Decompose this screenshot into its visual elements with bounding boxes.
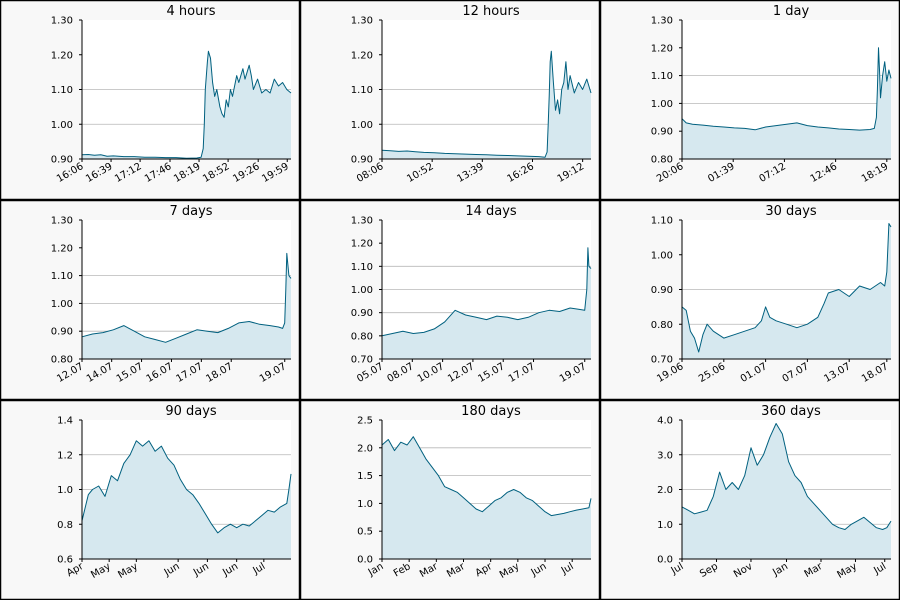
y-tick-label: 0.8 [57, 520, 73, 531]
y-tick-label: 1.30 [651, 16, 673, 27]
chart-title: 180 days [461, 404, 521, 419]
y-tick-label: 1.5 [357, 471, 373, 482]
y-tick-label: 0.6 [57, 555, 73, 566]
y-tick-label: 1.0 [657, 520, 673, 531]
y-tick-label: 1.30 [51, 16, 73, 27]
chart-title: 360 days [761, 404, 821, 419]
y-tick-label: 0.90 [51, 327, 73, 338]
series-area [682, 47, 891, 159]
y-tick-label: 0.80 [651, 155, 673, 166]
series-line [681, 47, 892, 131]
series-area [82, 253, 291, 359]
chart-panel: 30 days 0.70 0.80 0.90 1.00 1.10 19.06 25.06 01.… [600, 200, 900, 400]
y-tick-label: 1.00 [351, 120, 373, 131]
y-tick-label: 1.20 [51, 50, 73, 61]
y-tick-label: 0.5 [357, 527, 373, 538]
chart-title: 4 hours [167, 4, 216, 19]
y-tick-label: 3.0 [657, 450, 673, 461]
chart-svg: 4 hours0.901.001.101.201.3016:0616:3917:… [0, 0, 300, 200]
y-tick-label: 1.00 [51, 299, 73, 310]
series-area [82, 440, 291, 559]
y-tick-label: 1.20 [51, 243, 73, 254]
y-tick-label: 1.10 [51, 271, 73, 282]
y-tick-label: 1.00 [351, 285, 373, 296]
y-tick-label: 2.5 [357, 416, 373, 427]
series-area [682, 223, 891, 359]
series-line [681, 223, 892, 353]
y-tick-label: 0.80 [351, 331, 373, 342]
y-tick-label: 0.0 [357, 555, 373, 566]
chart-title: 30 days [765, 204, 817, 219]
y-tick-label: 1.20 [351, 239, 373, 250]
y-tick-label: 1.30 [351, 216, 373, 227]
series-line [81, 50, 292, 159]
y-tick-label: 1.10 [351, 262, 373, 273]
y-tick-label: 1.30 [51, 216, 73, 227]
y-tick-label: 4.0 [657, 416, 673, 427]
y-tick-label: 1.10 [51, 85, 73, 96]
series-area [382, 247, 591, 359]
y-tick-label: 1.00 [51, 120, 73, 131]
y-tick-label: 1.0 [57, 485, 73, 496]
y-tick-label: 2.0 [657, 485, 673, 496]
y-tick-label: 1.20 [351, 50, 373, 61]
chart-title: 12 hours [462, 4, 519, 19]
y-tick-label: 1.10 [651, 216, 673, 227]
y-tick-label: 0.80 [51, 355, 73, 366]
y-tick-label: 1.2 [57, 450, 73, 461]
y-tick-label: 1.00 [651, 250, 673, 261]
chart-title: 7 days [169, 204, 212, 219]
chart-panel: 90 days 0.6 0.8 1.0 1.2 1.4 Apr May May Jun Jun Jun… [0, 400, 300, 600]
chart-panel: 12 hours 0.90 1.00 1.10 1.20 1.30 08:06 10:52 13… [300, 0, 600, 200]
chart-panel: 4 hours 0.90 1.00 1.10 1.20 1.30 16:06 16:39 17:… [0, 0, 300, 200]
series-line [381, 50, 592, 158]
series-line [681, 423, 892, 530]
y-tick-label: 0.90 [651, 127, 673, 138]
y-tick-label: 1.30 [351, 16, 373, 27]
y-tick-label: 0.90 [351, 308, 373, 319]
chart-panel: 360 days 0.0 1.0 2.0 3.0 4.0 Jul Sep Nov Jan Mar Ma… [600, 400, 900, 600]
series-line [381, 436, 592, 517]
y-tick-label: 0.70 [651, 355, 673, 366]
y-tick-label: 0.80 [651, 320, 673, 331]
y-tick-label: 1.20 [651, 43, 673, 54]
series-line [81, 440, 292, 534]
series-line [81, 252, 292, 343]
y-tick-label: 1.4 [57, 416, 73, 427]
y-tick-label: 0.90 [351, 155, 373, 166]
y-tick-label: 2.0 [357, 443, 373, 454]
chart-svg: 14 days0.700.800.901.001.101.201.3005.07… [300, 200, 600, 400]
series-area [682, 423, 891, 559]
y-tick-label: 0.70 [351, 355, 373, 366]
chart-panel: 1 day 0.80 0.90 1.00 1.10 1.20 1.30 20:06 01:39 0… [600, 0, 900, 200]
y-tick-label: 0.90 [651, 285, 673, 296]
y-tick-label: 1.0 [357, 499, 373, 510]
chart-title: 1 day [773, 4, 810, 19]
series-area [382, 436, 591, 559]
chart-panel: 14 days 0.70 0.80 0.90 1.00 1.10 1.20 1.30 05.07… [300, 200, 600, 400]
series-line [381, 247, 592, 337]
y-tick-label: 1.00 [651, 99, 673, 110]
series-area [82, 51, 291, 159]
y-tick-label: 0.0 [657, 555, 673, 566]
chart-panel: 7 days 0.80 0.90 1.00 1.10 1.20 1.30 12.07 14.07… [0, 200, 300, 400]
chart-title: 90 days [165, 404, 217, 419]
y-tick-label: 1.10 [651, 71, 673, 82]
chart-panel: 180 days 0.0 0.5 1.0 1.5 2.0 2.5 Jan Feb Mar Mar Ap… [300, 400, 600, 600]
y-tick-label: 1.10 [351, 85, 373, 96]
y-tick-label: 0.90 [51, 155, 73, 166]
chart-title: 14 days [465, 204, 517, 219]
